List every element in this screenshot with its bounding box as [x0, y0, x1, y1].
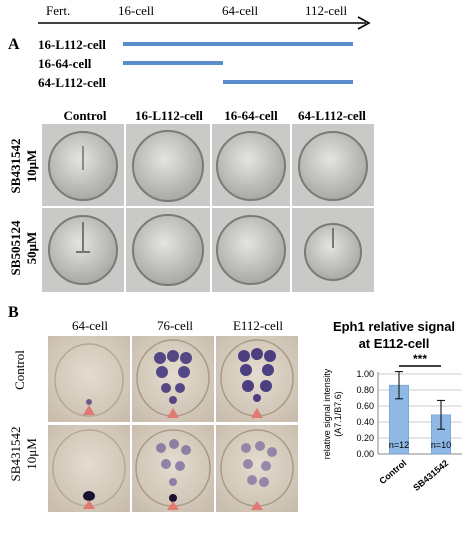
treatment-label-16-l112: 16-L112-cell	[38, 37, 106, 52]
n-label: n=10	[431, 440, 451, 450]
ish-images	[48, 336, 298, 512]
treatment-label-64-l112: 64-L112-cell	[38, 75, 106, 90]
y-tick-label: 0.00	[356, 449, 374, 459]
y-tick-label: 0.80	[356, 385, 374, 395]
col-head-16-64: 16-64-cell	[224, 108, 278, 123]
treatment-bar-16-l112	[123, 42, 353, 46]
y-tick-label: 0.60	[356, 401, 374, 411]
treatment-bar-64-l112	[223, 80, 353, 84]
bar-chart: 0.00 0.20 0.40 0.60 0.80 1.00 n=12 Control n=10 S…	[356, 352, 462, 493]
y-tick-label: 0.40	[356, 417, 374, 427]
treatment-bar-16-64	[123, 61, 223, 65]
ish-grid-b	[48, 336, 298, 512]
row-label-sb431542-b: SB431542 10μM	[8, 426, 39, 482]
panel-a-letter: A	[8, 36, 20, 53]
row-label-sb505124: SB505124 50μM	[8, 220, 39, 276]
embryo-image	[126, 208, 210, 292]
stage-16-cell: 16-cell	[118, 3, 155, 18]
row-label-sb431542: SB431542 10μM	[8, 138, 39, 194]
embryo-grid-a	[42, 124, 374, 292]
stage-112-cell: 112-cell	[305, 3, 348, 18]
panel-b-letter: B	[8, 304, 19, 321]
col-head-64-cell: 64-cell	[71, 318, 109, 333]
col-head-16-l112: 16-L112-cell	[135, 108, 203, 123]
row-label-control: Control	[12, 350, 27, 390]
embryo-image	[42, 208, 124, 292]
col-head-76-cell: 76-cell	[156, 318, 194, 333]
embryo-image	[292, 208, 374, 292]
x-tick-label: Control	[377, 458, 408, 486]
significance-stars: ***	[413, 352, 427, 366]
embryo-image	[42, 124, 124, 206]
y-tick-label: 0.20	[356, 433, 374, 443]
col-head-64-l112: 64-L112-cell	[298, 108, 366, 123]
embryo-image	[292, 124, 374, 206]
x-tick-label: SB431542	[411, 458, 450, 493]
embryo-image	[212, 208, 290, 292]
n-label: n=12	[389, 440, 409, 450]
col-head-e112-cell: E112-cell	[232, 318, 284, 333]
stage-64-cell: 64-cell	[222, 3, 259, 18]
embryo-image	[212, 124, 290, 206]
y-tick-label: 1.00	[356, 369, 374, 379]
col-head-control: Control	[63, 108, 107, 123]
stage-fert: Fert.	[46, 3, 71, 18]
treatment-label-16-64: 16-64-cell	[38, 56, 92, 71]
timeline-arrow	[38, 16, 371, 30]
embryo-image	[126, 124, 210, 206]
chart-title: Eph1 relative signal at E112-cell	[332, 319, 456, 351]
